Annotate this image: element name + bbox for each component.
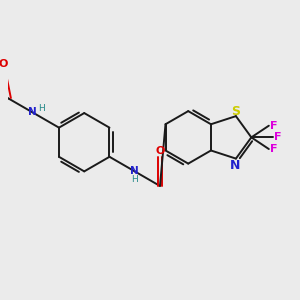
- Text: S: S: [231, 105, 240, 118]
- Text: O: O: [155, 146, 165, 156]
- Text: F: F: [270, 121, 278, 131]
- Text: F: F: [274, 132, 281, 142]
- Text: O: O: [0, 59, 8, 69]
- Text: N: N: [130, 167, 139, 176]
- Text: N: N: [230, 159, 240, 172]
- Text: F: F: [270, 144, 278, 154]
- Text: H: H: [131, 175, 138, 184]
- Text: N: N: [28, 107, 37, 117]
- Text: H: H: [38, 104, 45, 113]
